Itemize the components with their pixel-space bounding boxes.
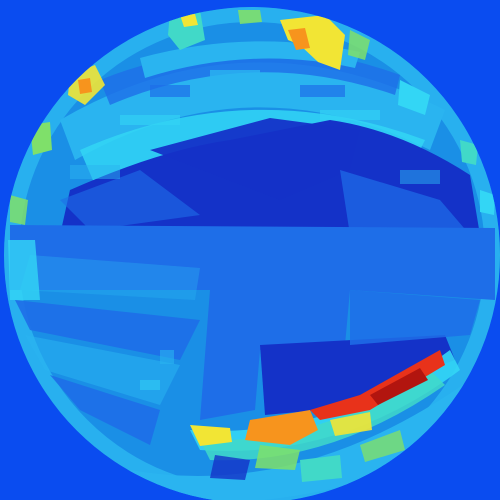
texture-blocks bbox=[70, 70, 440, 390]
left-radial-streaks bbox=[8, 240, 200, 445]
lower-right-deep-block bbox=[260, 335, 455, 415]
central-band bbox=[10, 225, 495, 420]
fisheye-disc bbox=[4, 7, 500, 500]
upper-deep-blue-cavity bbox=[60, 118, 480, 235]
right-mid-streak bbox=[350, 290, 480, 345]
